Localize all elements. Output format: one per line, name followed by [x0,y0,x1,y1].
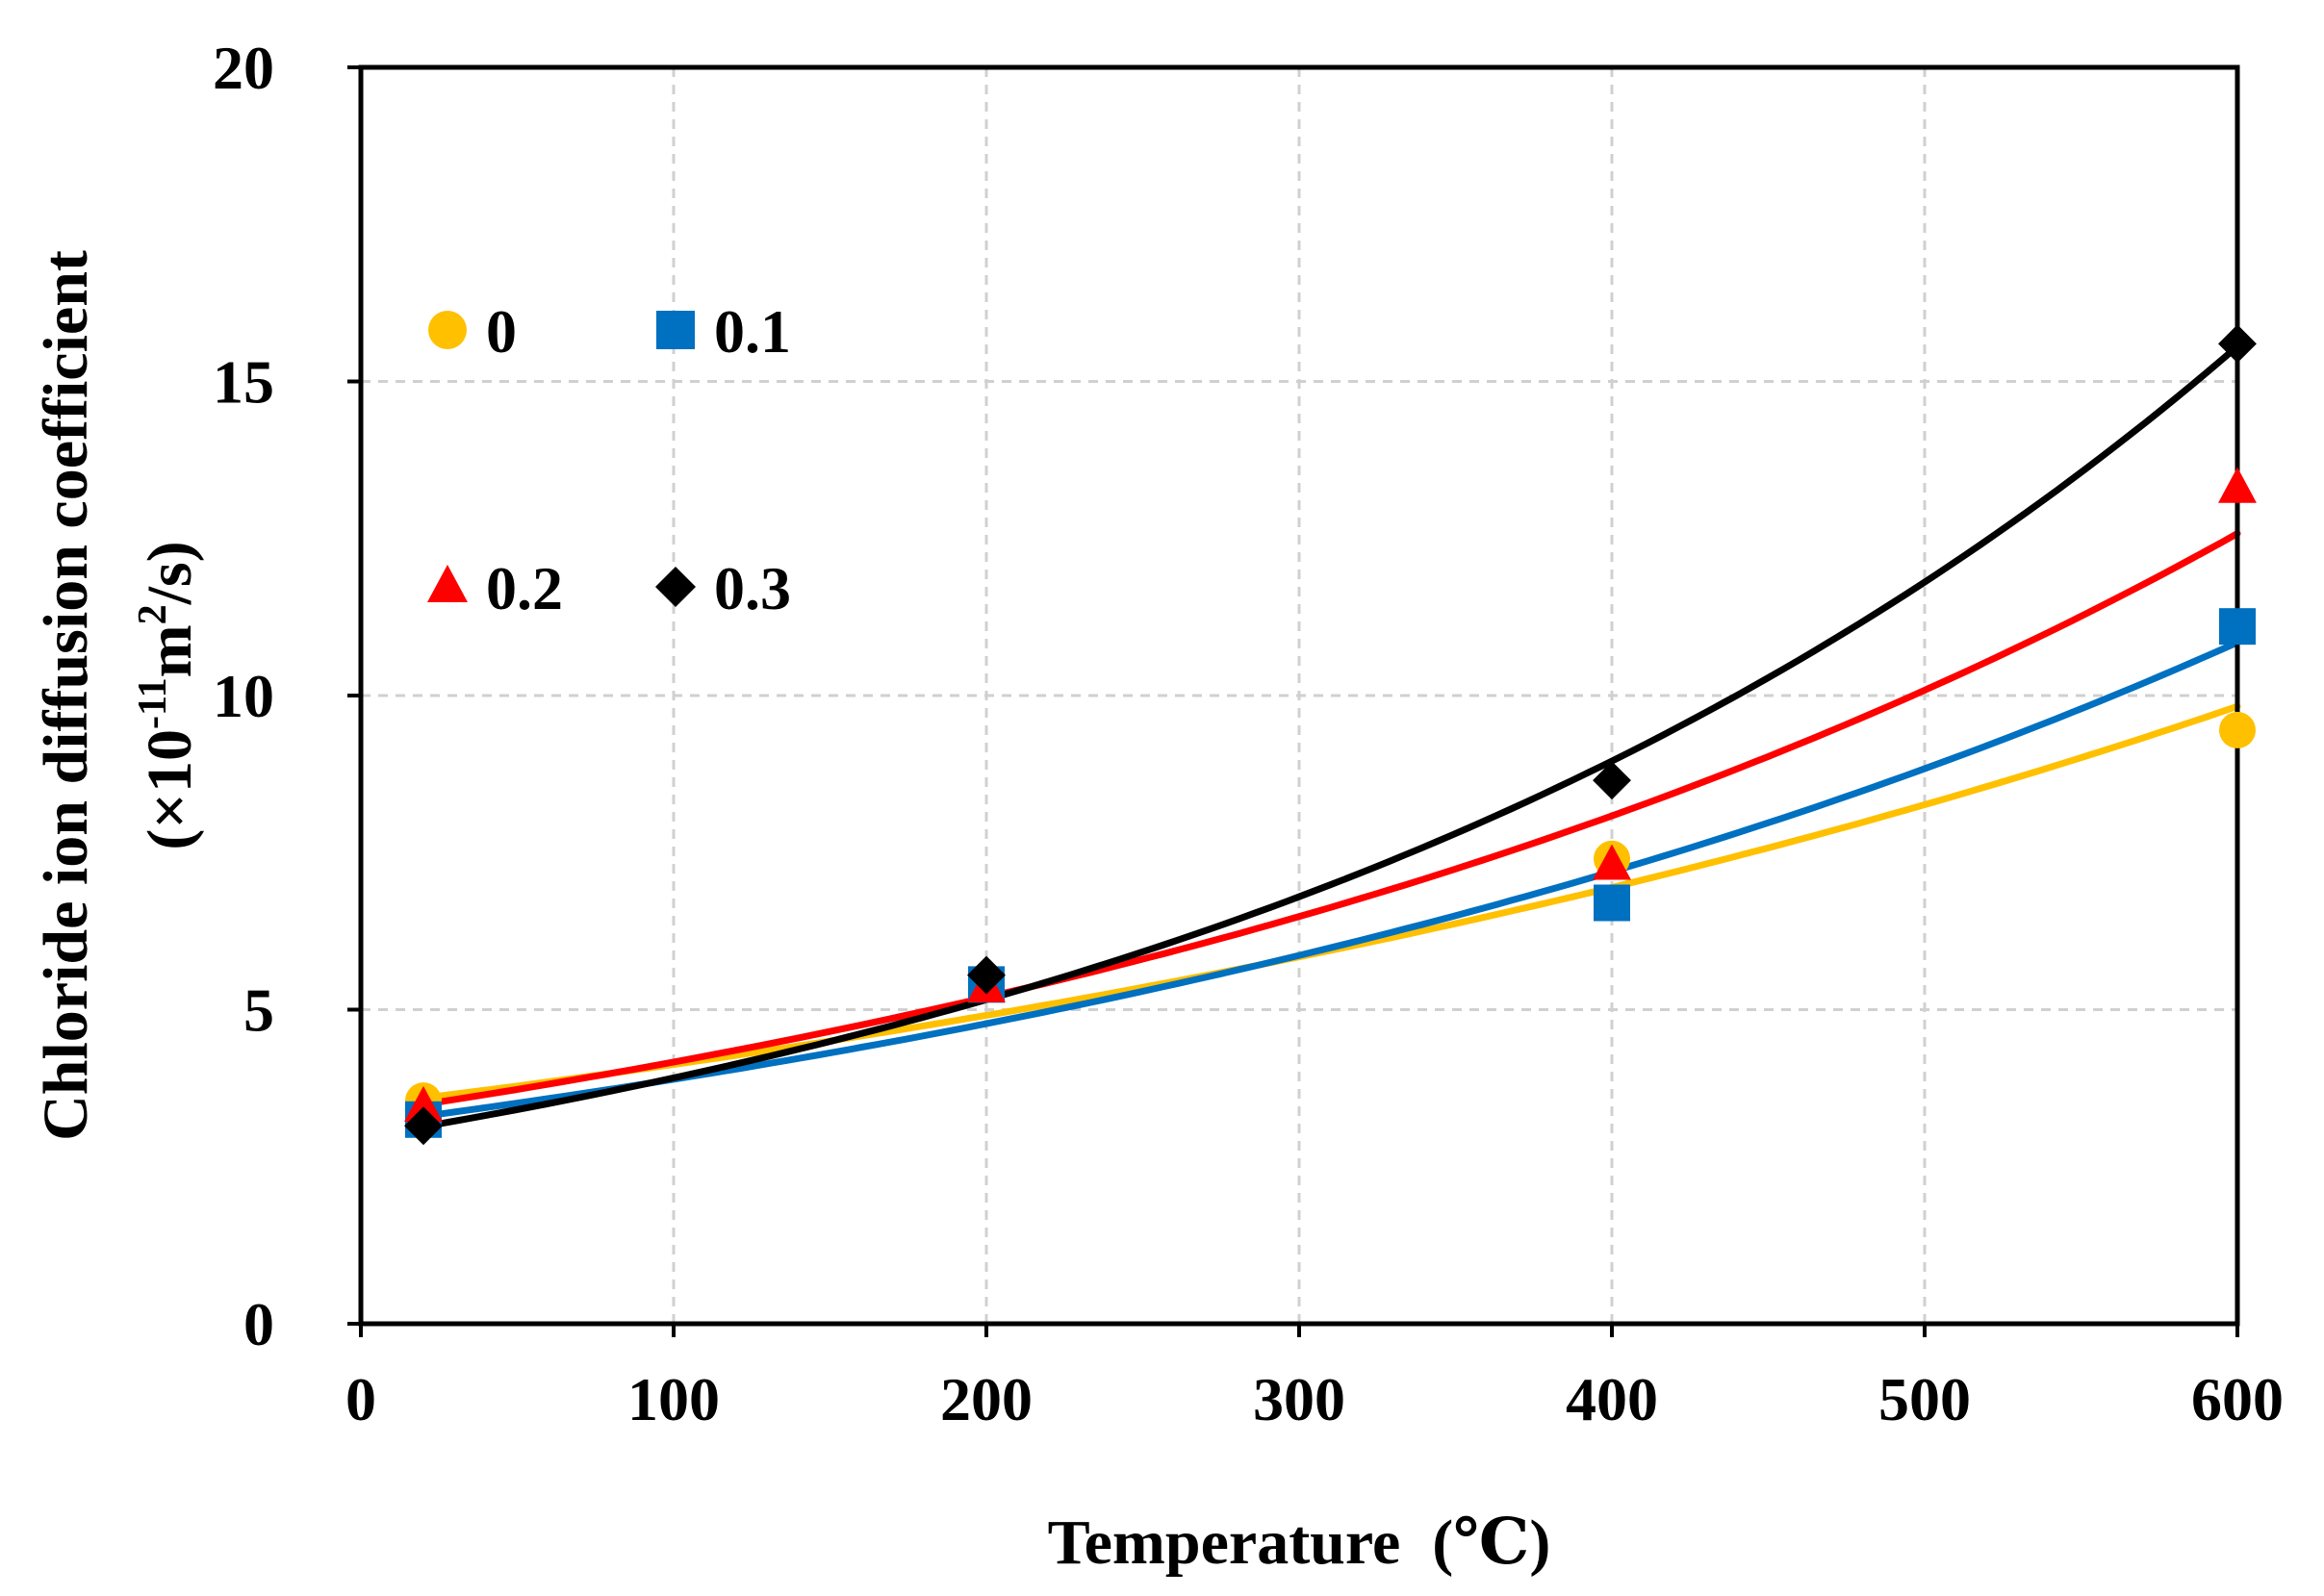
data-point-series-0.3 [404,1106,443,1146]
fit-curve-series-0.1 [420,639,2241,1120]
grid [361,67,2237,1324]
y-tick-label: 15 [213,348,274,417]
y-unit-prefix: (×10 [135,729,205,850]
legend-marker-0.3 [655,567,696,607]
data-point-series-0.2 [2218,467,2257,503]
y-unit-meter: m [135,624,205,677]
y-unit-exponent: -11 [131,677,175,729]
data-point-series-0 [2219,711,2256,748]
y-unit-square: 2 [131,604,175,624]
x-axis-title: Temperature (℃) [1048,1507,1551,1578]
data-point-series-0.3 [2218,324,2257,364]
y-axis-unit: (×10-11m2/s) [131,541,205,849]
x-tick-label: 0 [345,1365,376,1433]
legend: 0 0.1 0.2 0.3 [427,297,791,622]
legend-item-0.1: 0.1 [656,297,791,366]
x-tick-label: 200 [940,1365,1033,1433]
x-tick-label: 100 [627,1365,720,1433]
data-point-series-0.2 [1593,844,1631,880]
y-tick-label: 5 [243,976,274,1045]
legend-item-0: 0 [428,297,517,366]
y-tick-label: 20 [213,34,274,102]
y-tick-label: 0 [243,1290,274,1358]
data-point-series-0.2 [404,1085,443,1122]
legend-item-0.3: 0.3 [655,554,791,622]
x-tick-label: 500 [1878,1365,1971,1433]
legend-label: 0 [486,297,517,366]
x-tick-label: 400 [1566,1365,1658,1433]
data-point-series-0.1 [2219,608,2256,646]
fit-curves [420,342,2241,1130]
legend-item-0.2: 0.2 [427,554,563,622]
x-tick-label: 600 [2191,1365,2284,1433]
fit-curve-series-0.3 [420,342,2241,1130]
legend-label: 0.3 [714,554,791,622]
legend-label: 0.1 [714,297,791,366]
data-point-series-0.3 [967,955,1006,995]
x-tick-label: 300 [1253,1365,1345,1433]
y-axis-title: Chloride ion diffusion coefficient [31,250,101,1141]
legend-label: 0.2 [486,554,563,622]
legend-marker-0 [428,311,467,349]
data-markers [404,324,2257,1146]
legend-marker-0.1 [656,311,695,349]
y-tick-label: 10 [213,662,274,730]
legend-marker-0.2 [427,565,468,602]
y-unit-suffix: /s) [135,541,205,605]
fit-curve-series-0.2 [420,530,2241,1108]
fit-curve-series-0 [420,702,2241,1102]
axis-ticks: 0 100 200 300 400 500 600 0 5 10 15 20 [213,34,2284,1433]
data-point-series-0.3 [1593,761,1631,800]
data-point-series-0.1 [1594,884,1630,922]
